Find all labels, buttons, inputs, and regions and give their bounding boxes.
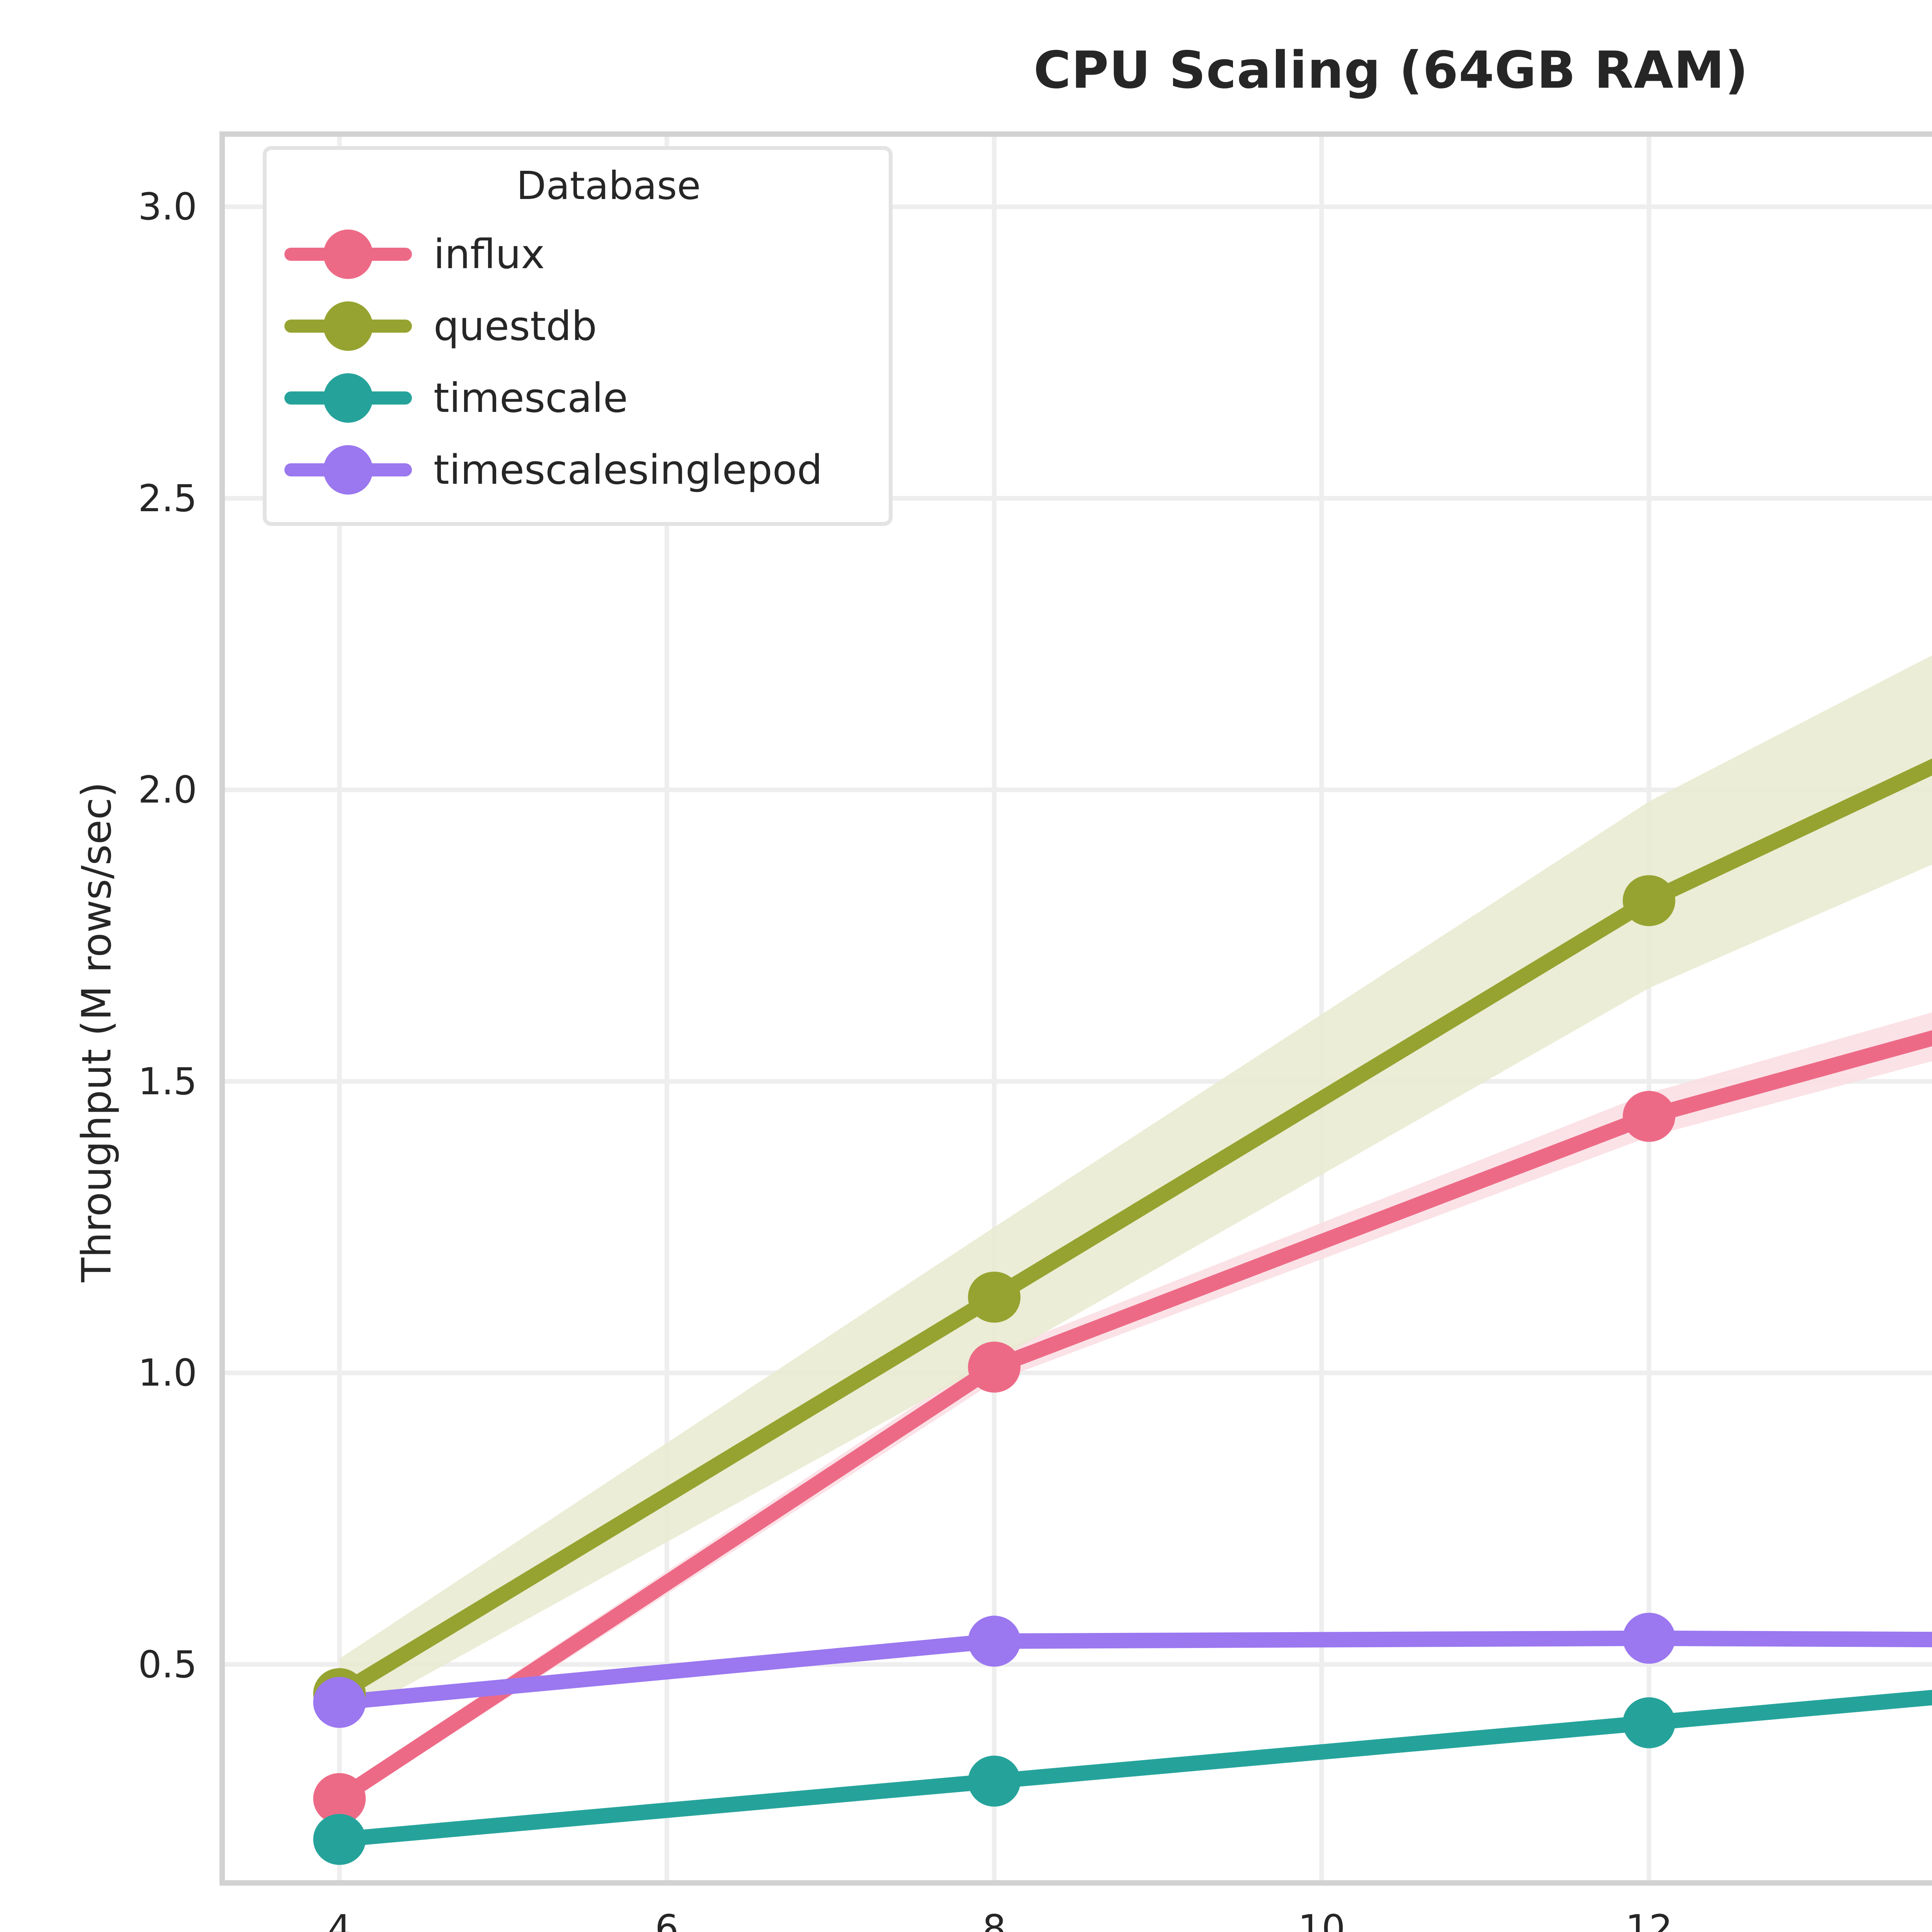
page-title: CPU Scaling (64GB RAM) (1033, 41, 1749, 100)
data-point-timescale (313, 1814, 366, 1865)
legend-item-questdb[interactable]: questdb (284, 290, 871, 362)
line-chart-svg (225, 137, 1932, 1880)
legend-item-timescale[interactable]: timescale (284, 362, 871, 434)
y-axis-label: Throughput (M rows/sec) (73, 782, 120, 1282)
data-point-questdb (1622, 875, 1675, 926)
data-point-influx (1622, 1091, 1675, 1142)
legend-item-influx[interactable]: influx (284, 218, 871, 290)
legend-item-label: timescale (434, 374, 628, 422)
data-point-timescalesinglepod (313, 1677, 366, 1728)
y-tick-label: 1.0 (138, 1351, 197, 1395)
data-point-questdb (968, 1271, 1021, 1323)
confidence-band-influx (339, 1012, 1932, 1808)
legend-swatch-icon (284, 445, 412, 495)
x-tick-label: 6 (655, 1907, 679, 1932)
x-tick-label: 4 (327, 1907, 352, 1932)
x-tick-label: 12 (1625, 1907, 1673, 1932)
y-tick-label: 0.5 (138, 1643, 197, 1686)
legend-item-label: influx (434, 231, 545, 278)
data-point-timescale (1622, 1697, 1675, 1748)
legend-item-timescalesinglepod[interactable]: timescalesinglepod (284, 434, 871, 506)
x-tick-label: 10 (1298, 1907, 1345, 1932)
data-point-influx (313, 1773, 366, 1824)
legend-swatch-icon (284, 301, 412, 351)
legend-items: influx questdb timescale timescalesinglepod (284, 218, 871, 506)
y-tick-label: 3.0 (138, 185, 197, 229)
y-tick-label: 2.5 (138, 476, 197, 520)
y-tick-label: 2.0 (138, 768, 197, 812)
plot-inner (225, 137, 1932, 1880)
data-point-timescalesinglepod (968, 1616, 1021, 1667)
legend: Database influx questdb timescale timescale… (263, 146, 893, 526)
x-tick-label: 8 (982, 1907, 1006, 1932)
legend-item-label: timescalesinglepod (434, 446, 823, 493)
legend-item-label: questdb (434, 303, 597, 350)
legend-swatch-icon (284, 230, 412, 279)
series-line-questdb (332, 759, 1932, 1702)
legend-title: Database (516, 163, 701, 208)
data-point-timescalesinglepod (1622, 1612, 1675, 1664)
legend-swatch-icon (284, 373, 412, 423)
y-tick-label: 1.5 (138, 1060, 197, 1103)
data-point-timescale (968, 1755, 1021, 1807)
data-point-influx (968, 1342, 1021, 1393)
